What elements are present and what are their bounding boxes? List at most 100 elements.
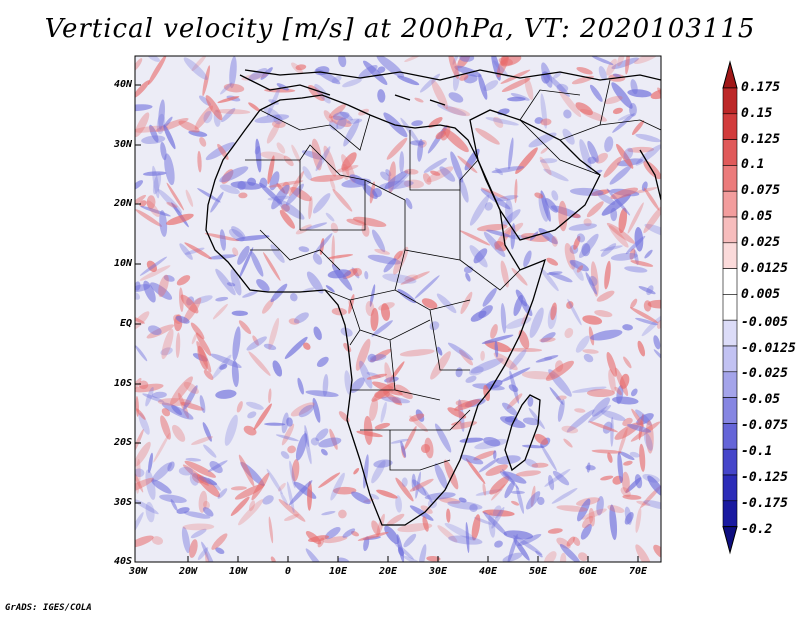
descent-streak xyxy=(597,192,616,205)
descent-streak xyxy=(612,113,635,133)
descent-streak xyxy=(135,345,148,362)
ascent-streak xyxy=(393,246,409,275)
ascent-streak xyxy=(424,437,434,459)
descent-streak xyxy=(135,180,144,190)
descent-streak xyxy=(485,117,519,126)
descent-streak xyxy=(551,190,559,201)
ascent-streak xyxy=(604,260,611,290)
ascent-streak xyxy=(146,260,158,273)
descent-streak xyxy=(381,396,411,404)
descent-streak xyxy=(312,193,331,214)
descent-streak xyxy=(470,358,504,374)
descent-streak xyxy=(528,407,545,430)
descent-streak xyxy=(465,272,471,282)
descent-streak xyxy=(478,457,500,473)
ascent-streak xyxy=(289,186,312,202)
descent-streak xyxy=(577,498,591,522)
colorbar-segment xyxy=(722,113,738,140)
colorbar-label: 0.1 xyxy=(741,157,765,172)
ascent-streak xyxy=(480,187,509,200)
ascent-streak xyxy=(331,307,347,316)
descent-streak xyxy=(272,360,283,377)
ascent-streak xyxy=(194,105,213,130)
descent-streak xyxy=(436,293,457,314)
ascent-streak xyxy=(576,265,584,273)
ascent-streak xyxy=(283,155,294,167)
ascent-streak xyxy=(619,373,630,389)
ascent-streak xyxy=(421,298,438,309)
arabia-coastline xyxy=(469,109,601,241)
descent-streak xyxy=(238,247,254,279)
descent-streak xyxy=(284,336,308,359)
descent-streak xyxy=(378,180,414,190)
ascent-streak xyxy=(500,56,508,66)
africa-coastline xyxy=(205,94,547,526)
ascent-streak xyxy=(346,218,366,226)
colorbar-segment xyxy=(722,500,738,527)
ascent-streak xyxy=(576,66,593,75)
descent-streak xyxy=(231,226,246,240)
descent-streak xyxy=(522,417,540,426)
colorbar-label: -0.0125 xyxy=(741,341,796,356)
colorbar-label: -0.005 xyxy=(741,315,788,330)
colorbar-label: 0.025 xyxy=(741,235,781,250)
ascent-streak xyxy=(238,454,255,487)
descent-streak xyxy=(612,396,639,405)
descent-streak xyxy=(286,481,295,513)
ascent-streak xyxy=(199,137,207,147)
ascent-streak xyxy=(211,533,228,550)
descent-streak xyxy=(372,188,382,198)
ascent-streak xyxy=(135,383,164,393)
descent-streak xyxy=(167,461,175,472)
ascent-streak xyxy=(422,516,429,532)
ascent-streak xyxy=(572,536,581,546)
ascent-streak xyxy=(645,420,654,454)
descent-streak xyxy=(629,103,637,117)
descent-streak xyxy=(576,233,586,243)
ascent-streak xyxy=(447,407,467,419)
colorbar-arrow-top xyxy=(722,60,738,89)
ascent-streak xyxy=(514,178,518,204)
ascent-streak xyxy=(581,515,594,529)
descent-streak xyxy=(390,438,409,444)
descent-streak xyxy=(275,434,299,442)
descent-streak xyxy=(405,197,413,210)
descent-streak xyxy=(201,541,217,562)
ascent-streak xyxy=(539,337,556,343)
descent-streak xyxy=(175,315,190,324)
ascent-streak xyxy=(623,356,632,369)
descent-streak xyxy=(364,271,369,280)
colorbar-segment xyxy=(722,242,738,269)
ascent-streak xyxy=(260,151,286,160)
ascent-streak xyxy=(157,398,192,406)
descent-streak xyxy=(540,332,556,343)
descent-streak xyxy=(318,437,342,448)
ascent-streak xyxy=(248,351,271,376)
descent-streak xyxy=(543,168,569,182)
descent-streak xyxy=(630,79,638,95)
ascent-streak xyxy=(511,267,528,286)
descent-streak xyxy=(135,281,141,291)
descent-streak xyxy=(610,416,614,447)
descent-streak xyxy=(551,488,578,504)
ascent-streak xyxy=(205,95,223,121)
descent-streak xyxy=(306,271,324,294)
descent-streak xyxy=(556,83,569,92)
descent-streak xyxy=(321,511,336,516)
ascent-streak xyxy=(374,422,391,430)
descent-streak xyxy=(331,75,342,84)
descent-streak xyxy=(587,156,597,164)
descent-streak xyxy=(224,414,238,446)
ascent-streak xyxy=(291,62,304,75)
ascent-streak xyxy=(374,248,390,255)
ascent-streak xyxy=(343,342,352,353)
descent-streak xyxy=(465,521,470,554)
descent-streak xyxy=(540,267,559,292)
descent-streak xyxy=(643,432,653,451)
descent-streak xyxy=(513,294,523,317)
ascent-streak xyxy=(603,156,622,178)
colorbar-segment xyxy=(722,397,738,424)
field-background xyxy=(135,56,661,562)
ascent-streak xyxy=(493,352,518,371)
